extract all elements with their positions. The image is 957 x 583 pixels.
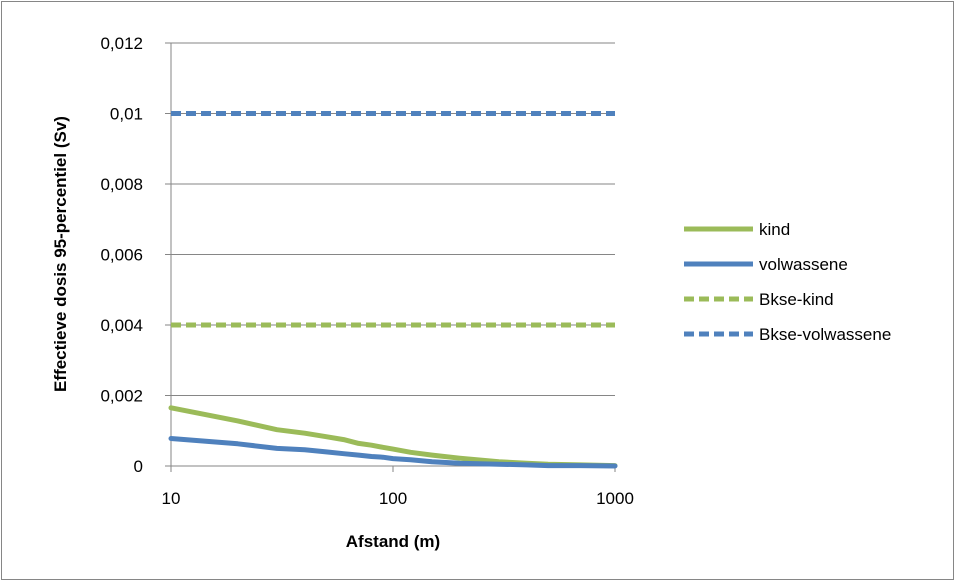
y-tick-label: 0,008 <box>100 175 143 194</box>
gridlines <box>165 42 616 472</box>
legend-label: volwassene <box>759 255 848 274</box>
y-axis-title: Effectieve dosis 95-percentiel (Sv) <box>51 116 70 392</box>
y-tick-label: 0,012 <box>100 34 143 53</box>
y-tick-label: 0,006 <box>100 246 143 265</box>
x-axis-title: Afstand (m) <box>346 532 440 551</box>
y-tick-label: 0,01 <box>110 105 143 124</box>
x-tick-label: 10 <box>162 489 181 508</box>
x-tick-labels: 10 100 1000 <box>162 489 634 508</box>
series-line-volwassene <box>168 436 618 469</box>
x-tick-label: 100 <box>379 489 407 508</box>
y-tick-label: 0 <box>134 457 143 476</box>
x-tick-label: 1000 <box>596 489 634 508</box>
series-lines <box>168 111 618 469</box>
legend-label: Bkse-volwassene <box>759 325 891 344</box>
legend-label: kind <box>759 220 790 239</box>
y-tick-label: 0,004 <box>100 316 143 335</box>
y-tick-labels: 0 0,002 0,004 0,006 0,008 0,01 0,012 <box>100 34 143 476</box>
legend-label: Bkse-kind <box>759 290 834 309</box>
y-tick-label: 0,002 <box>100 387 143 406</box>
legend: kind volwassene Bkse-kind Bkse-volwassene <box>684 220 891 344</box>
